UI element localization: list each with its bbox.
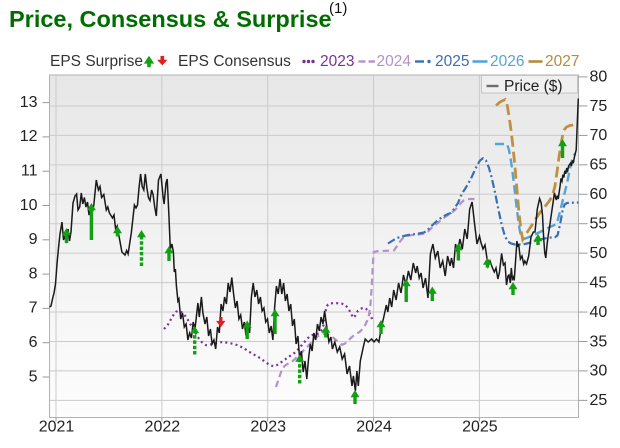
svg-text:Price ($): Price ($) xyxy=(504,78,563,95)
svg-text:5: 5 xyxy=(29,368,38,385)
svg-text:2025: 2025 xyxy=(435,53,469,70)
svg-text:70: 70 xyxy=(590,127,608,144)
svg-text:2025: 2025 xyxy=(462,419,498,436)
svg-text:2023: 2023 xyxy=(320,53,354,70)
svg-text:EPS Surprise: EPS Surprise xyxy=(50,53,143,70)
svg-text:Price, Consensus & Surprise: Price, Consensus & Surprise xyxy=(9,6,332,32)
svg-text:2024: 2024 xyxy=(377,53,412,70)
svg-text:10: 10 xyxy=(20,197,38,214)
svg-text:8: 8 xyxy=(29,265,38,282)
svg-text:75: 75 xyxy=(590,98,608,115)
svg-text:7: 7 xyxy=(29,300,38,317)
svg-text:60: 60 xyxy=(590,186,608,203)
svg-text:2026: 2026 xyxy=(490,53,524,70)
svg-text:45: 45 xyxy=(590,274,608,291)
svg-text:12: 12 xyxy=(20,128,38,145)
svg-text:2021: 2021 xyxy=(39,419,75,436)
svg-text:2022: 2022 xyxy=(145,419,181,436)
svg-text:EPS Consensus: EPS Consensus xyxy=(178,53,291,70)
svg-text:80: 80 xyxy=(590,69,608,86)
svg-text:55: 55 xyxy=(590,216,608,233)
svg-text:35: 35 xyxy=(590,333,608,350)
svg-text:25: 25 xyxy=(590,392,608,409)
svg-text:40: 40 xyxy=(590,304,608,321)
svg-text:11: 11 xyxy=(21,163,38,180)
svg-text:30: 30 xyxy=(590,363,608,380)
svg-text:50: 50 xyxy=(590,245,608,262)
svg-text:2023: 2023 xyxy=(250,419,286,436)
svg-text:65: 65 xyxy=(590,157,608,174)
svg-text:(1): (1) xyxy=(329,0,347,17)
svg-text:13: 13 xyxy=(20,94,38,111)
svg-text:2024: 2024 xyxy=(356,419,392,436)
svg-text:2027: 2027 xyxy=(545,53,579,70)
svg-text:9: 9 xyxy=(29,231,38,248)
svg-text:6: 6 xyxy=(29,334,38,351)
